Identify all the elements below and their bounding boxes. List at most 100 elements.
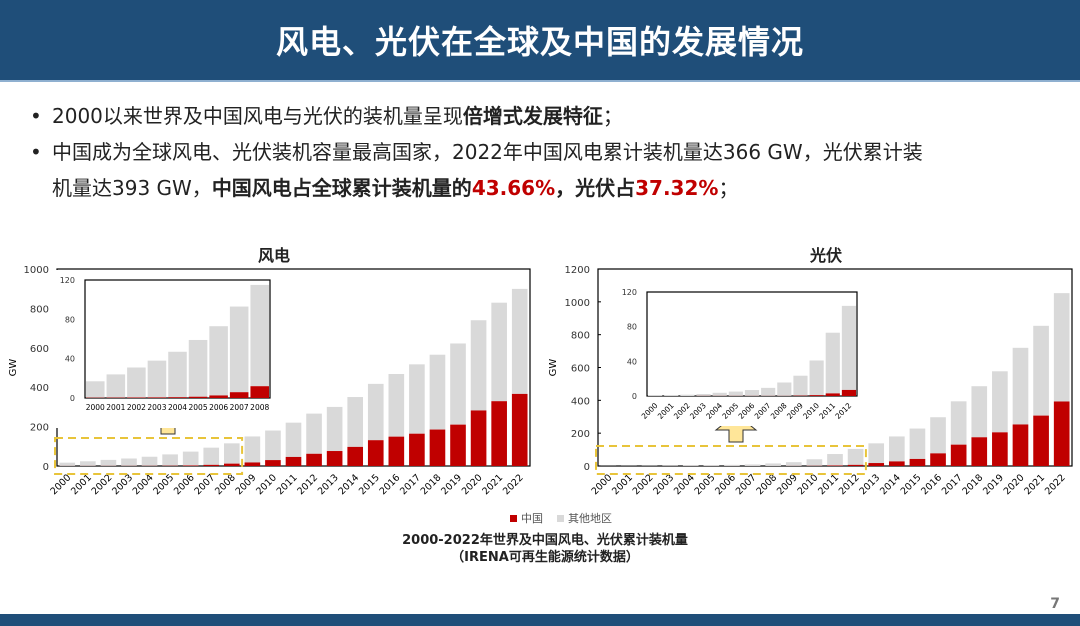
svg-text:2022: 2022 xyxy=(501,472,526,497)
svg-text:2008: 2008 xyxy=(250,403,269,412)
bullet-bold: 中国风电占全球累计装机量的 xyxy=(211,176,472,200)
svg-text:2019: 2019 xyxy=(981,472,1006,497)
svg-text:2012: 2012 xyxy=(837,472,862,497)
svg-text:2009: 2009 xyxy=(775,472,800,497)
bullet-text: 中国成为全球风电、光伏装机容量最高国家，2022年中国风电累计装机量达366 G… xyxy=(52,140,923,164)
svg-text:2005: 2005 xyxy=(693,472,718,497)
svg-text:2005: 2005 xyxy=(151,472,176,497)
svg-text:800: 800 xyxy=(30,304,49,315)
pv-chart-title: 光伏 xyxy=(810,246,843,265)
svg-text:2008: 2008 xyxy=(213,472,238,497)
svg-text:0: 0 xyxy=(70,394,75,403)
svg-text:2001: 2001 xyxy=(106,403,125,412)
bullet-list: • 2000以来世界及中国风电与光伏的装机量呈现倍增式发展特征； • 中国成为全球风… xyxy=(30,98,1060,206)
svg-text:80: 80 xyxy=(65,315,75,324)
svg-text:2003: 2003 xyxy=(110,472,135,497)
svg-text:120: 120 xyxy=(60,276,75,285)
svg-text:2005: 2005 xyxy=(189,403,208,412)
svg-text:2004: 2004 xyxy=(168,403,187,412)
svg-text:2006: 2006 xyxy=(172,472,197,497)
svg-text:2000: 2000 xyxy=(49,472,74,497)
wind-chart-title: 风电 xyxy=(258,246,291,265)
svg-text:2016: 2016 xyxy=(919,472,944,497)
wind-chart: 02004006008001000GW200020012002200320042… xyxy=(8,265,531,497)
svg-text:2009: 2009 xyxy=(234,472,259,497)
svg-text:200: 200 xyxy=(30,423,49,434)
svg-text:40: 40 xyxy=(627,357,637,366)
svg-text:2007: 2007 xyxy=(192,472,217,497)
svg-text:2010: 2010 xyxy=(254,472,279,497)
svg-text:2020: 2020 xyxy=(1002,472,1027,497)
svg-text:2017: 2017 xyxy=(398,472,423,497)
svg-text:2013: 2013 xyxy=(857,472,882,497)
svg-text:2004: 2004 xyxy=(131,472,156,497)
svg-text:2001: 2001 xyxy=(610,472,635,497)
svg-text:600: 600 xyxy=(571,364,590,375)
svg-text:2004: 2004 xyxy=(672,472,697,497)
svg-text:2000: 2000 xyxy=(86,403,105,412)
svg-text:1000: 1000 xyxy=(24,265,49,276)
bullet-text: 2000以来世界及中国风电与光伏的装机量呈现 xyxy=(52,104,463,128)
svg-text:2008: 2008 xyxy=(754,472,779,497)
page-number: 7 xyxy=(1050,596,1060,612)
svg-text:2006: 2006 xyxy=(209,403,228,412)
svg-text:1000: 1000 xyxy=(565,298,590,309)
svg-text:2012: 2012 xyxy=(295,472,320,497)
svg-text:2007: 2007 xyxy=(230,403,249,412)
svg-text:40: 40 xyxy=(65,355,75,364)
svg-text:2006: 2006 xyxy=(713,472,738,497)
svg-text:2003: 2003 xyxy=(651,472,676,497)
svg-text:2007: 2007 xyxy=(734,472,759,497)
svg-text:2014: 2014 xyxy=(878,472,903,497)
svg-text:120: 120 xyxy=(622,288,637,297)
svg-text:2016: 2016 xyxy=(378,472,403,497)
svg-text:2018: 2018 xyxy=(961,472,986,497)
svg-text:2010: 2010 xyxy=(796,472,821,497)
svg-text:2000: 2000 xyxy=(590,472,615,497)
svg-text:400: 400 xyxy=(571,396,590,407)
svg-text:2015: 2015 xyxy=(357,472,382,497)
svg-text:2018: 2018 xyxy=(419,472,444,497)
svg-text:2003: 2003 xyxy=(147,403,166,412)
chart-legend: 中国 其他地区 xyxy=(510,510,612,526)
page-title: 风电、光伏在全球及中国的发展情况 xyxy=(275,23,804,61)
bullet-2: • 中国成为全球风电、光伏装机容量最高国家，2022年中国风电累计装机量达366 … xyxy=(30,140,923,200)
svg-text:2014: 2014 xyxy=(336,472,361,497)
footer-bar xyxy=(0,614,1080,626)
pv-chart: 020040060080010001200GW20002001200220032… xyxy=(548,265,1073,497)
svg-text:2011: 2011 xyxy=(275,472,300,497)
wind-share: 43.66% xyxy=(471,176,556,200)
svg-text:1200: 1200 xyxy=(565,265,590,276)
svg-text:2013: 2013 xyxy=(316,472,341,497)
svg-text:2001: 2001 xyxy=(69,472,94,497)
svg-text:400: 400 xyxy=(30,383,49,394)
svg-text:2002: 2002 xyxy=(127,403,146,412)
legend-other: 其他地区 xyxy=(557,510,612,526)
svg-text:800: 800 xyxy=(571,331,590,342)
svg-text:2019: 2019 xyxy=(439,472,464,497)
svg-text:2017: 2017 xyxy=(940,472,965,497)
svg-text:0: 0 xyxy=(632,392,637,401)
svg-text:80: 80 xyxy=(627,323,637,332)
svg-text:GW: GW xyxy=(8,359,19,377)
svg-text:0: 0 xyxy=(584,462,590,473)
svg-text:GW: GW xyxy=(548,359,559,377)
svg-text:2022: 2022 xyxy=(1043,472,1068,497)
svg-text:2020: 2020 xyxy=(460,472,485,497)
bullet-bold: ，光伏占 xyxy=(555,176,636,200)
svg-text:2015: 2015 xyxy=(899,472,924,497)
chart-caption: 2000-2022年世界及中国风电、光伏累计装机量 （IRENA可再生能源统计数据… xyxy=(402,533,688,565)
bullet-text: 机量达393 GW， xyxy=(52,176,212,200)
svg-text:2021: 2021 xyxy=(1022,472,1047,497)
header-bar: 风电、光伏在全球及中国的发展情况 xyxy=(0,0,1080,82)
bullet-1: • 2000以来世界及中国风电与光伏的装机量呈现倍增式发展特征； xyxy=(30,104,623,128)
legend-china: 中国 xyxy=(510,510,543,526)
svg-text:2002: 2002 xyxy=(90,472,115,497)
bullet-bold: 倍增式发展特征 xyxy=(462,104,603,128)
svg-text:0: 0 xyxy=(43,462,49,473)
svg-text:200: 200 xyxy=(571,429,590,440)
svg-text:600: 600 xyxy=(30,344,49,355)
bullet-tail: ； xyxy=(602,104,623,128)
svg-text:2011: 2011 xyxy=(816,472,841,497)
pv-share: 37.32% xyxy=(635,176,719,200)
